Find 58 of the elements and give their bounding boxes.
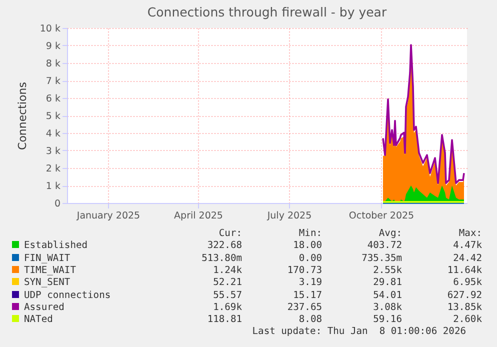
chart-title: Connections through firewall - by year	[147, 4, 388, 20]
legend-label: FIN_WAIT	[23, 252, 72, 265]
y-tick-label: 5 k	[46, 111, 61, 122]
text: 15.17	[292, 289, 322, 302]
text: 8.08	[298, 314, 322, 326]
y-tick-label: 2 k	[46, 164, 61, 174]
x-tick-label: January 2025	[76, 210, 140, 222]
text: 1.24k	[212, 264, 242, 278]
y-tick-label: 6 k	[46, 94, 61, 104]
x-tick-label: July 2025	[266, 210, 312, 222]
text: 322.68	[206, 240, 242, 253]
text: 54.01	[372, 289, 402, 302]
text: 3.19	[298, 277, 322, 290]
text: 18.00	[292, 240, 322, 253]
y-tick-label: 4 k	[46, 128, 61, 140]
y-tick-label: 9 k	[46, 41, 61, 52]
text: 513.80m	[200, 252, 242, 265]
x-tick-label: October 2025	[348, 210, 414, 222]
line-series	[382, 44, 465, 184]
text: 2.60k	[452, 314, 482, 326]
y-tick-label: 10 k	[40, 24, 61, 34]
legend-label: Assured	[23, 302, 66, 314]
text: 237.65	[286, 302, 322, 314]
y-tick-label: 3 k	[46, 146, 61, 157]
text: 4.47k	[452, 240, 482, 253]
text: 3.08k	[372, 302, 402, 314]
y-tick-label: 1 k	[46, 181, 61, 192]
text: 29.81	[372, 277, 402, 290]
legend-label: NATed	[23, 314, 54, 326]
text: 59.16	[372, 314, 402, 326]
text: Max:	[458, 228, 482, 240]
y-axis-title: Connections	[16, 82, 29, 150]
legend-label: TIME_WAIT	[23, 264, 77, 278]
text: 118.81	[206, 314, 242, 326]
legend-label: UDP connections	[23, 289, 112, 302]
text: 52.21	[212, 277, 242, 290]
text: 11.64k	[446, 264, 482, 278]
text: 24.42	[452, 252, 482, 265]
text: 6.95k	[452, 277, 482, 290]
text: 403.72	[366, 240, 402, 253]
text: 0.00	[298, 252, 322, 265]
x-tick-label: April 2025	[174, 210, 223, 222]
legend-label: SYN_SENT	[23, 277, 72, 290]
text: Last update: Thu Jan 8 01:00:06 2026	[251, 326, 466, 338]
text: 1.69k	[212, 302, 242, 314]
legend-label: Established	[23, 240, 89, 253]
y-tick-label: 8 k	[46, 58, 61, 70]
text: 627.92	[446, 289, 482, 302]
text: 170.73	[286, 264, 322, 278]
text: 2.55k	[372, 264, 402, 278]
text: 13.85k	[446, 302, 482, 314]
text: 55.57	[212, 289, 242, 302]
y-tick-label: 7 k	[46, 76, 61, 87]
y-tick-label: 0	[54, 198, 60, 210]
text: Min:	[298, 228, 322, 240]
text: Avg:	[378, 228, 402, 240]
text: 735.35m	[360, 252, 402, 265]
text: Cur:	[218, 228, 242, 240]
